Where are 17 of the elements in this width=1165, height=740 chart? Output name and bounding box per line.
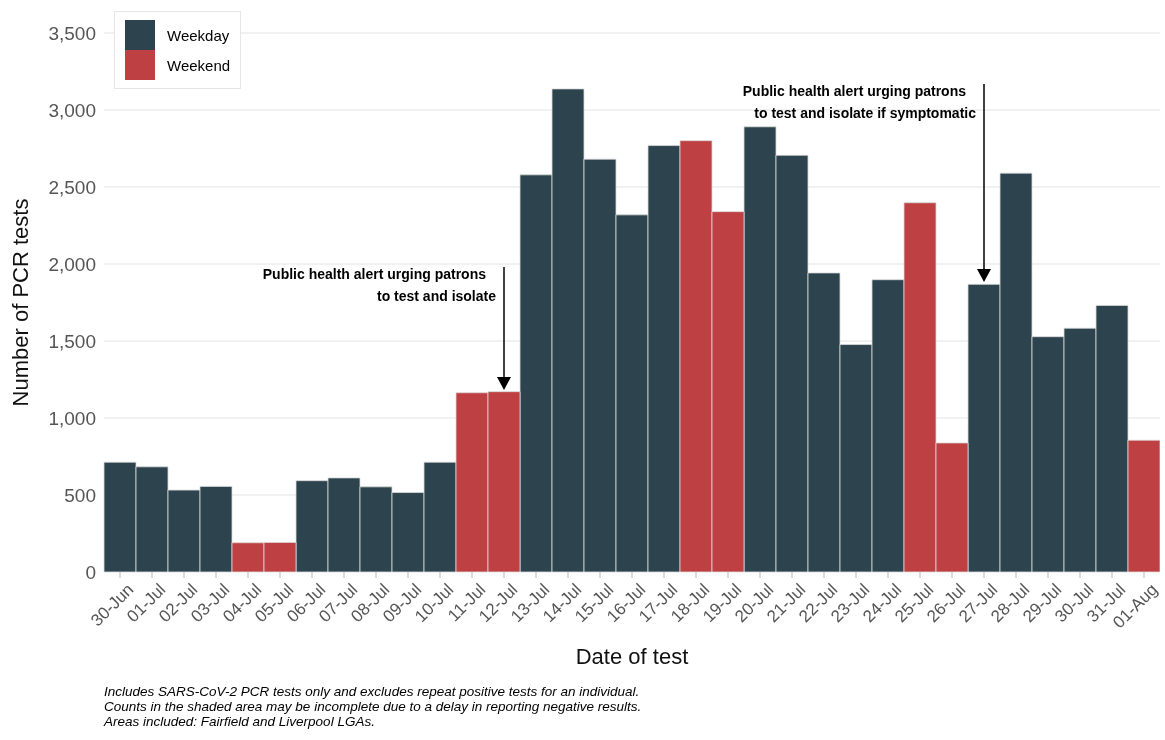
legend-label: Weekday	[167, 26, 230, 44]
annotation: Public health alert urging patrons to test and isolate if symptomatic	[742, 83, 977, 121]
annotation: Public health alert urging patrons to test and isolate	[262, 266, 497, 304]
text: Includes SARS-CoV-2 PCR tests only and excludes repeat positive tests for an individual.	[104, 684, 641, 699]
y-tick-label: 0	[85, 561, 96, 583]
y-tick-label: 3,500	[48, 22, 96, 44]
y-tick-label: 500	[64, 484, 96, 506]
text: Areas included: Fairfield and Liverpool LGAs.	[104, 714, 376, 729]
y-tick-label: 1,000	[48, 407, 96, 429]
legend-label: Weekend	[167, 56, 231, 74]
text: Counts in the shaded area may be incomplete due to a delay in reporting negative results.	[104, 699, 643, 714]
y-tick-label: 2,500	[48, 176, 96, 198]
y-axis-title: Number of PCR tests	[8, 198, 33, 407]
y-tick-label: 1,500	[48, 330, 96, 352]
y-tick-label: 3,000	[48, 99, 96, 121]
x-axis-title: Date of test	[575, 644, 689, 669]
y-tick-label: 2,000	[48, 253, 96, 275]
